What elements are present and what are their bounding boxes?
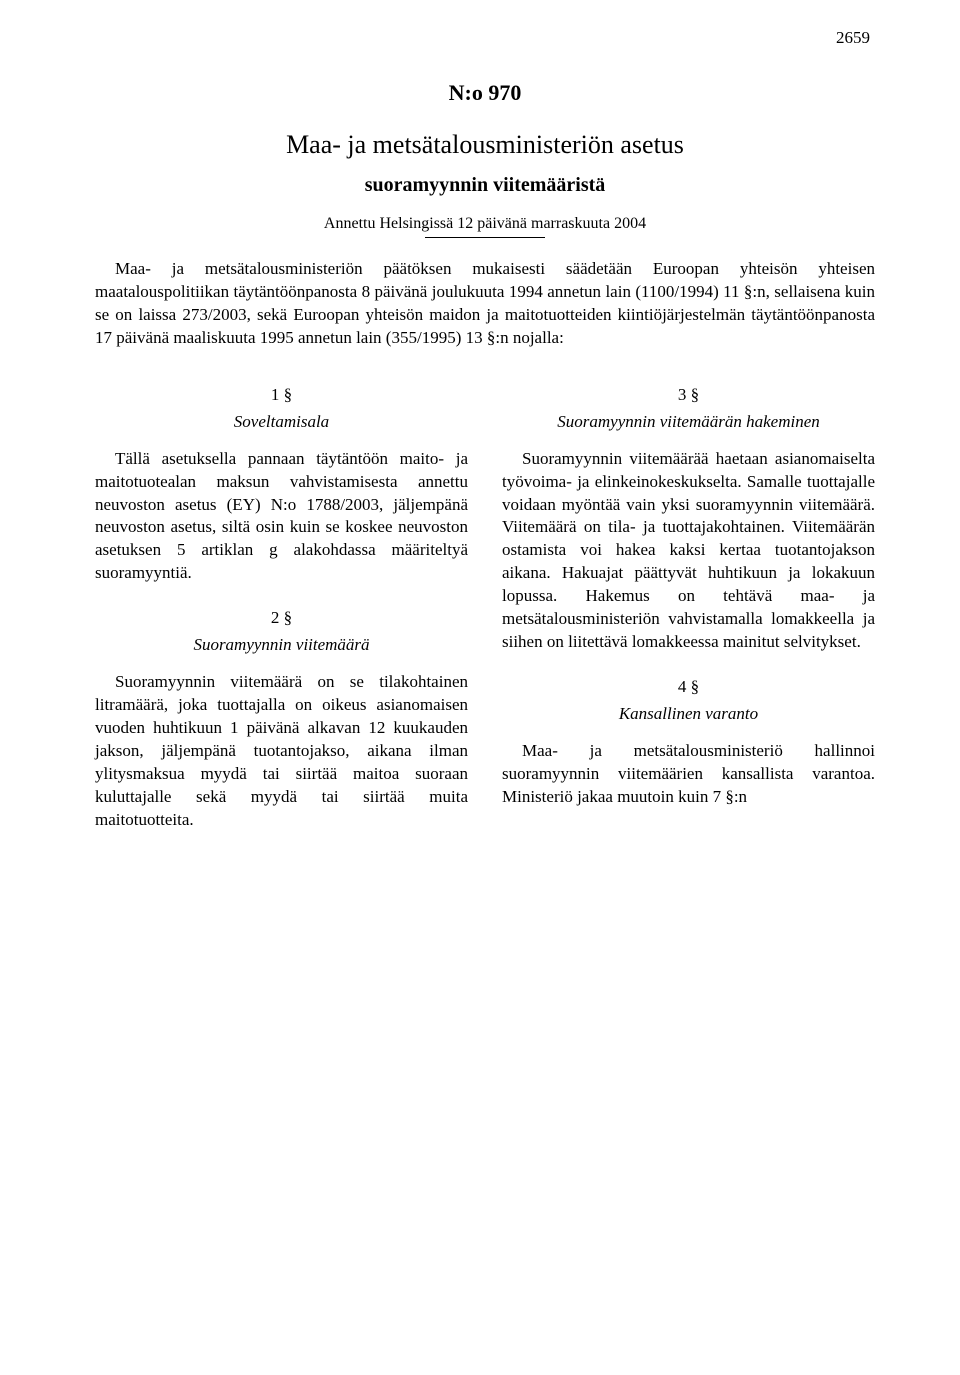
preamble: Maa- ja metsätalousministeriön päätöksen… [95,258,875,350]
page-number: 2659 [836,28,870,48]
section-2-number: 2 § [95,607,468,630]
section-2-text: Suoramyynnin viitemäärä on se tilakohtai… [95,671,468,832]
title-rule [425,237,545,238]
section-4-title: Kansallinen varanto [502,703,875,726]
body-columns: 1 § Soveltamisala Tällä asetuksella pann… [95,378,875,836]
section-1-text: Tällä asetuksella pannaan täytäntöön mai… [95,448,468,586]
section-3-number: 3 § [502,384,875,407]
section-2-title: Suoramyynnin viitemäärä [95,634,468,657]
right-column: 3 § Suoramyynnin viitemäärän hakeminen S… [502,378,875,836]
document-title: Maa- ja metsätalousministeriön asetus [95,130,875,160]
section-1-title: Soveltamisala [95,411,468,434]
document-subtitle: suoramyynnin viitemääristä [95,174,875,197]
document-number: N:o 970 [95,80,875,106]
section-4-number: 4 § [502,676,875,699]
section-1-number: 1 § [95,384,468,407]
document-given-line: Annettu Helsingissä 12 päivänä marraskuu… [95,215,875,233]
page: 2659 N:o 970 Maa- ja metsätalousminister… [0,0,960,1375]
section-3-text: Suoramyynnin viitemäärää haetaan asianom… [502,448,875,654]
left-column: 1 § Soveltamisala Tällä asetuksella pann… [95,378,468,836]
section-4-text: Maa- ja metsätalousministeriö hallinnoi … [502,740,875,809]
section-3-title: Suoramyynnin viitemäärän hakeminen [502,411,875,434]
